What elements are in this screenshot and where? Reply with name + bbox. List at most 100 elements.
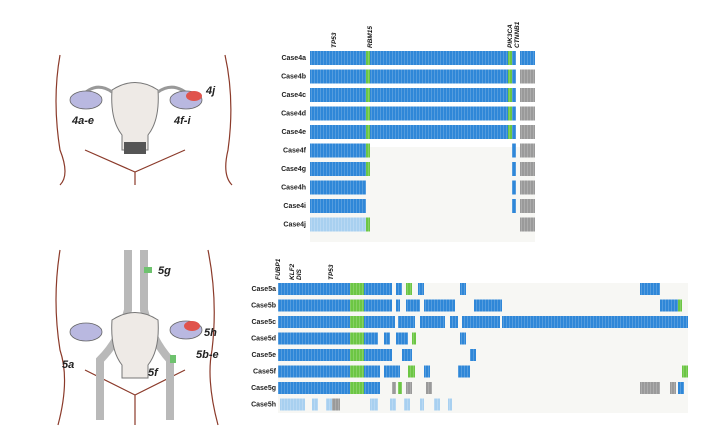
cell-texture	[350, 365, 364, 378]
cell-texture	[508, 88, 512, 102]
site-label: 5f	[148, 367, 159, 379]
cell-texture	[278, 382, 350, 394]
cell-texture	[370, 125, 508, 139]
cell-texture	[398, 316, 415, 328]
cell-texture	[278, 332, 350, 345]
cell-texture	[326, 398, 332, 411]
cell-texture	[520, 180, 535, 195]
site-label: 5b-e	[196, 349, 219, 361]
heatmaps: Case4a Case4b Case4c Case4d Case4e Case4f Case…	[251, 21, 688, 413]
cell-texture	[402, 349, 412, 361]
cell-texture	[462, 316, 500, 328]
cell-texture	[512, 69, 516, 84]
cell-texture	[508, 51, 512, 65]
cell-texture	[520, 106, 535, 121]
cell-texture	[406, 283, 412, 295]
gene-label: TP53	[331, 32, 338, 48]
case-label: Case4h	[281, 184, 306, 191]
gene-label: TP53	[328, 264, 335, 280]
cell-texture	[460, 283, 466, 295]
cell-texture	[366, 88, 370, 102]
case-label: Case4j	[283, 221, 306, 228]
cell-texture	[278, 349, 350, 361]
cell-texture	[512, 51, 516, 65]
cell-texture	[310, 88, 366, 102]
case-label: Case5c	[251, 319, 276, 326]
cell-texture	[502, 316, 688, 328]
cell-texture	[364, 299, 392, 312]
cell-texture	[384, 365, 400, 378]
cell-texture	[364, 382, 380, 394]
cell-texture	[350, 283, 364, 295]
cell-texture	[350, 349, 364, 361]
anatomy-top	[55, 54, 233, 186]
cell-texture	[474, 299, 502, 312]
cell-texture	[364, 365, 380, 378]
cell-texture	[366, 51, 370, 65]
cell-texture	[312, 398, 318, 411]
site-label: 4j	[205, 85, 216, 97]
gene-label: DIS	[296, 269, 303, 281]
cell-texture	[366, 69, 370, 84]
cell-texture	[366, 217, 370, 232]
gene-label: RBM15	[367, 26, 374, 48]
cell-texture	[512, 106, 516, 121]
cell-texture	[332, 398, 340, 411]
cell-texture	[508, 106, 512, 121]
site-label: 4a-e	[71, 115, 94, 127]
cell-texture	[508, 69, 512, 84]
cell-texture	[310, 162, 366, 176]
gene-label: PIK3CA	[507, 24, 514, 48]
cell-texture	[470, 349, 476, 361]
cell-texture	[350, 332, 364, 345]
cell-texture	[520, 69, 535, 84]
site-label: 5a	[62, 359, 74, 371]
cell-texture	[520, 125, 535, 139]
cell-texture	[520, 51, 535, 65]
cell-texture	[450, 316, 458, 328]
cell-texture	[364, 316, 395, 328]
case-label: Case5b	[251, 302, 276, 309]
cell-texture	[512, 199, 516, 213]
cell-texture	[390, 398, 396, 411]
cell-texture	[420, 398, 424, 411]
cell-texture	[310, 51, 366, 65]
cell-texture	[520, 88, 535, 102]
cell-texture	[310, 217, 366, 232]
cell-texture	[278, 316, 350, 328]
gene-label: CTNNB1	[514, 21, 521, 48]
cell-texture	[508, 125, 512, 139]
cell-texture	[310, 69, 366, 84]
cell-texture	[384, 332, 390, 345]
case-label: Case4c	[281, 92, 306, 99]
cell-texture	[350, 316, 364, 328]
cell-texture	[364, 332, 378, 345]
cell-texture	[350, 299, 364, 312]
cell-texture	[512, 180, 516, 195]
site-label: 5h	[204, 327, 217, 339]
cell-texture	[310, 125, 366, 139]
cell-texture	[370, 106, 508, 121]
cell-texture	[370, 69, 508, 84]
case-label: Case5h	[251, 401, 276, 408]
case-label: Case4i	[283, 203, 306, 210]
case-label: Case4a	[281, 55, 306, 62]
cell-texture	[370, 398, 378, 411]
cell-texture	[280, 398, 305, 411]
cell-texture	[520, 199, 535, 213]
cell-texture	[370, 51, 508, 65]
case-label: Case5d	[251, 335, 276, 342]
case-label: Case5f	[253, 368, 277, 375]
case-label: Case4f	[283, 147, 307, 154]
cell-texture	[310, 199, 366, 213]
cell-texture	[396, 299, 400, 312]
cell-texture	[392, 382, 396, 394]
case-label: Case4g	[281, 166, 306, 173]
cell-texture	[640, 283, 660, 295]
cell-texture	[640, 382, 660, 394]
cell-texture	[412, 332, 416, 345]
cell-texture	[364, 349, 392, 361]
cell-texture	[448, 398, 452, 411]
cell-texture	[460, 332, 466, 345]
